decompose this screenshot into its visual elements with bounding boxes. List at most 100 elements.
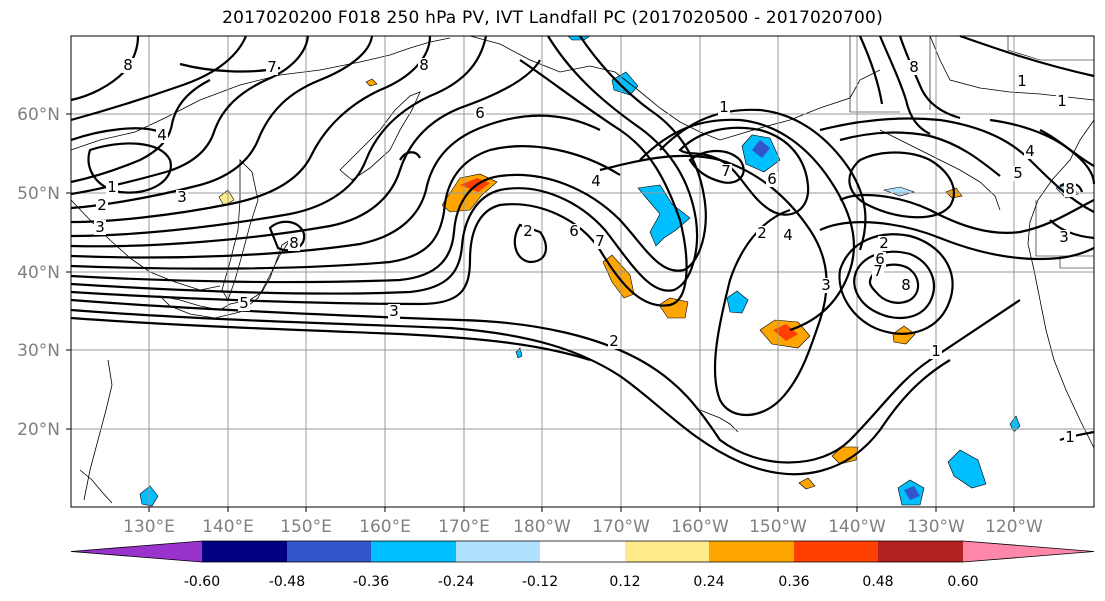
- colorbar-tick-label: -0.36: [353, 574, 389, 590]
- contour-label: 5: [239, 294, 249, 312]
- contour-label-bg: [388, 304, 400, 319]
- contour-label: 3: [1059, 228, 1069, 246]
- ivt-negative-patch: [637, 184, 691, 247]
- contour-label-bg: [878, 236, 890, 251]
- axis-ticks: [66, 113, 1015, 512]
- colorbar-segment: [625, 541, 709, 562]
- contour-label: 8: [909, 58, 919, 76]
- contour-label-bg: [756, 226, 768, 241]
- contour-label: 7: [873, 262, 883, 280]
- contour-label-bg: [1056, 94, 1068, 109]
- contour-label: 2: [523, 222, 533, 240]
- contour-label: 4: [157, 126, 167, 144]
- contour-label-bg: [872, 264, 884, 279]
- contour-label-bg: [94, 220, 106, 235]
- contour-label: 8: [289, 234, 299, 252]
- contour-label: 4: [591, 172, 601, 190]
- contour-label: 8: [123, 56, 133, 74]
- contour-label: 6: [475, 104, 485, 122]
- contour-label-bg: [238, 296, 250, 311]
- ivt-negative-patch: [611, 71, 639, 96]
- ivt-positive-patch: [365, 78, 378, 87]
- lon-label: 160°E: [359, 517, 411, 537]
- ivt-positive-patch: [798, 477, 816, 490]
- lon-label: 180°W: [513, 517, 571, 537]
- contour-label-bg: [176, 190, 188, 205]
- ivt-positive-patch: [773, 324, 798, 341]
- lon-label: 150°E: [280, 517, 332, 537]
- contour-label: 6: [875, 250, 885, 268]
- contour-label-bg: [908, 60, 920, 75]
- contour-label-bg: [288, 236, 300, 251]
- contour-label-bg: [1064, 182, 1076, 197]
- contour-label-bg: [1064, 430, 1076, 445]
- contour-label-bg: [718, 100, 730, 115]
- contour-label-bg: [122, 58, 134, 73]
- contour-label-bg: [1058, 230, 1070, 245]
- contour-label: 2: [757, 224, 767, 242]
- colorbar-segment: [540, 541, 625, 562]
- lat-label: 20°N: [17, 420, 60, 440]
- colorbar-segment: [371, 541, 456, 562]
- contour-label-bg: [568, 224, 580, 239]
- lon-label: 150°W: [749, 517, 807, 537]
- longitude-labels: 130°E 140°E 150°E 160°E 170°E 180°W 170°…: [123, 517, 1043, 537]
- colorbar-tick-label: -0.24: [438, 574, 474, 590]
- colorbar-segment: [878, 541, 963, 562]
- contour-label: 1: [107, 178, 117, 196]
- contour-label: 7: [267, 58, 277, 76]
- contour-label-bg: [608, 334, 620, 349]
- colorbar-segment: [794, 541, 878, 562]
- contour-label: 7: [595, 232, 605, 250]
- lon-label: 160°W: [671, 517, 729, 537]
- ivt-negative-patch: [882, 186, 915, 197]
- contour-label: 7: [721, 162, 731, 180]
- lon-label: 130°W: [907, 517, 965, 537]
- lon-label: 170°W: [592, 517, 650, 537]
- colorbar-segment: [709, 541, 794, 562]
- contour-label-bg: [1024, 144, 1036, 159]
- colorbar-tick-label: -0.48: [269, 574, 305, 590]
- contour-label-bg: [522, 224, 534, 239]
- ivt-positive-patch: [658, 297, 689, 319]
- colorbar-tick-label: 0.60: [947, 574, 978, 590]
- lon-label: 140°E: [202, 517, 254, 537]
- ivt-negative-patch: [752, 140, 770, 158]
- colorbar-labels: -0.60 -0.48 -0.36 -0.24 -0.12 0.12 0.24 …: [184, 574, 979, 590]
- contour-label-bg: [782, 228, 794, 243]
- ivt-positive-patch: [892, 325, 916, 345]
- contour-label: 1: [931, 342, 941, 360]
- contour-label: 4: [783, 226, 793, 244]
- lat-label: 30°N: [17, 341, 60, 361]
- lon-label: 140°W: [828, 517, 886, 537]
- contour-label-bg: [594, 234, 606, 249]
- contour-label-bg: [156, 128, 168, 143]
- colorbar-tick-label: 0.48: [862, 574, 893, 590]
- contour-label-bg: [1016, 74, 1028, 89]
- contour-label: 1: [1057, 92, 1067, 110]
- lat-label: 50°N: [17, 184, 60, 204]
- contour-label: 3: [95, 218, 105, 236]
- colorbar-extend-max: [963, 541, 1094, 562]
- contour-label-bg: [930, 344, 942, 359]
- colorbar-segment: [456, 541, 540, 562]
- contour-label: 3: [389, 302, 399, 320]
- colorbar-tick-label: -0.12: [522, 574, 558, 590]
- lon-label: 120°W: [985, 517, 1043, 537]
- colorbar-outline: [70, 540, 1095, 563]
- contour-label-bg: [590, 174, 602, 189]
- contour-label-bg: [418, 58, 430, 73]
- contour-label: 3: [177, 188, 187, 206]
- contour-label: 6: [569, 222, 579, 240]
- ivt-negative-patch: [726, 290, 749, 314]
- contour-label-bg: [820, 278, 832, 293]
- contour-label: 3: [821, 276, 831, 294]
- contour-label-bg: [766, 172, 778, 187]
- lon-label: 170°E: [438, 517, 490, 537]
- ivt-negative-patch: [904, 486, 920, 500]
- contour-label: 2: [97, 196, 107, 214]
- contour-label: 2: [879, 234, 889, 252]
- contour-label-bg: [106, 180, 118, 195]
- ivt-positive-patch: [218, 189, 235, 207]
